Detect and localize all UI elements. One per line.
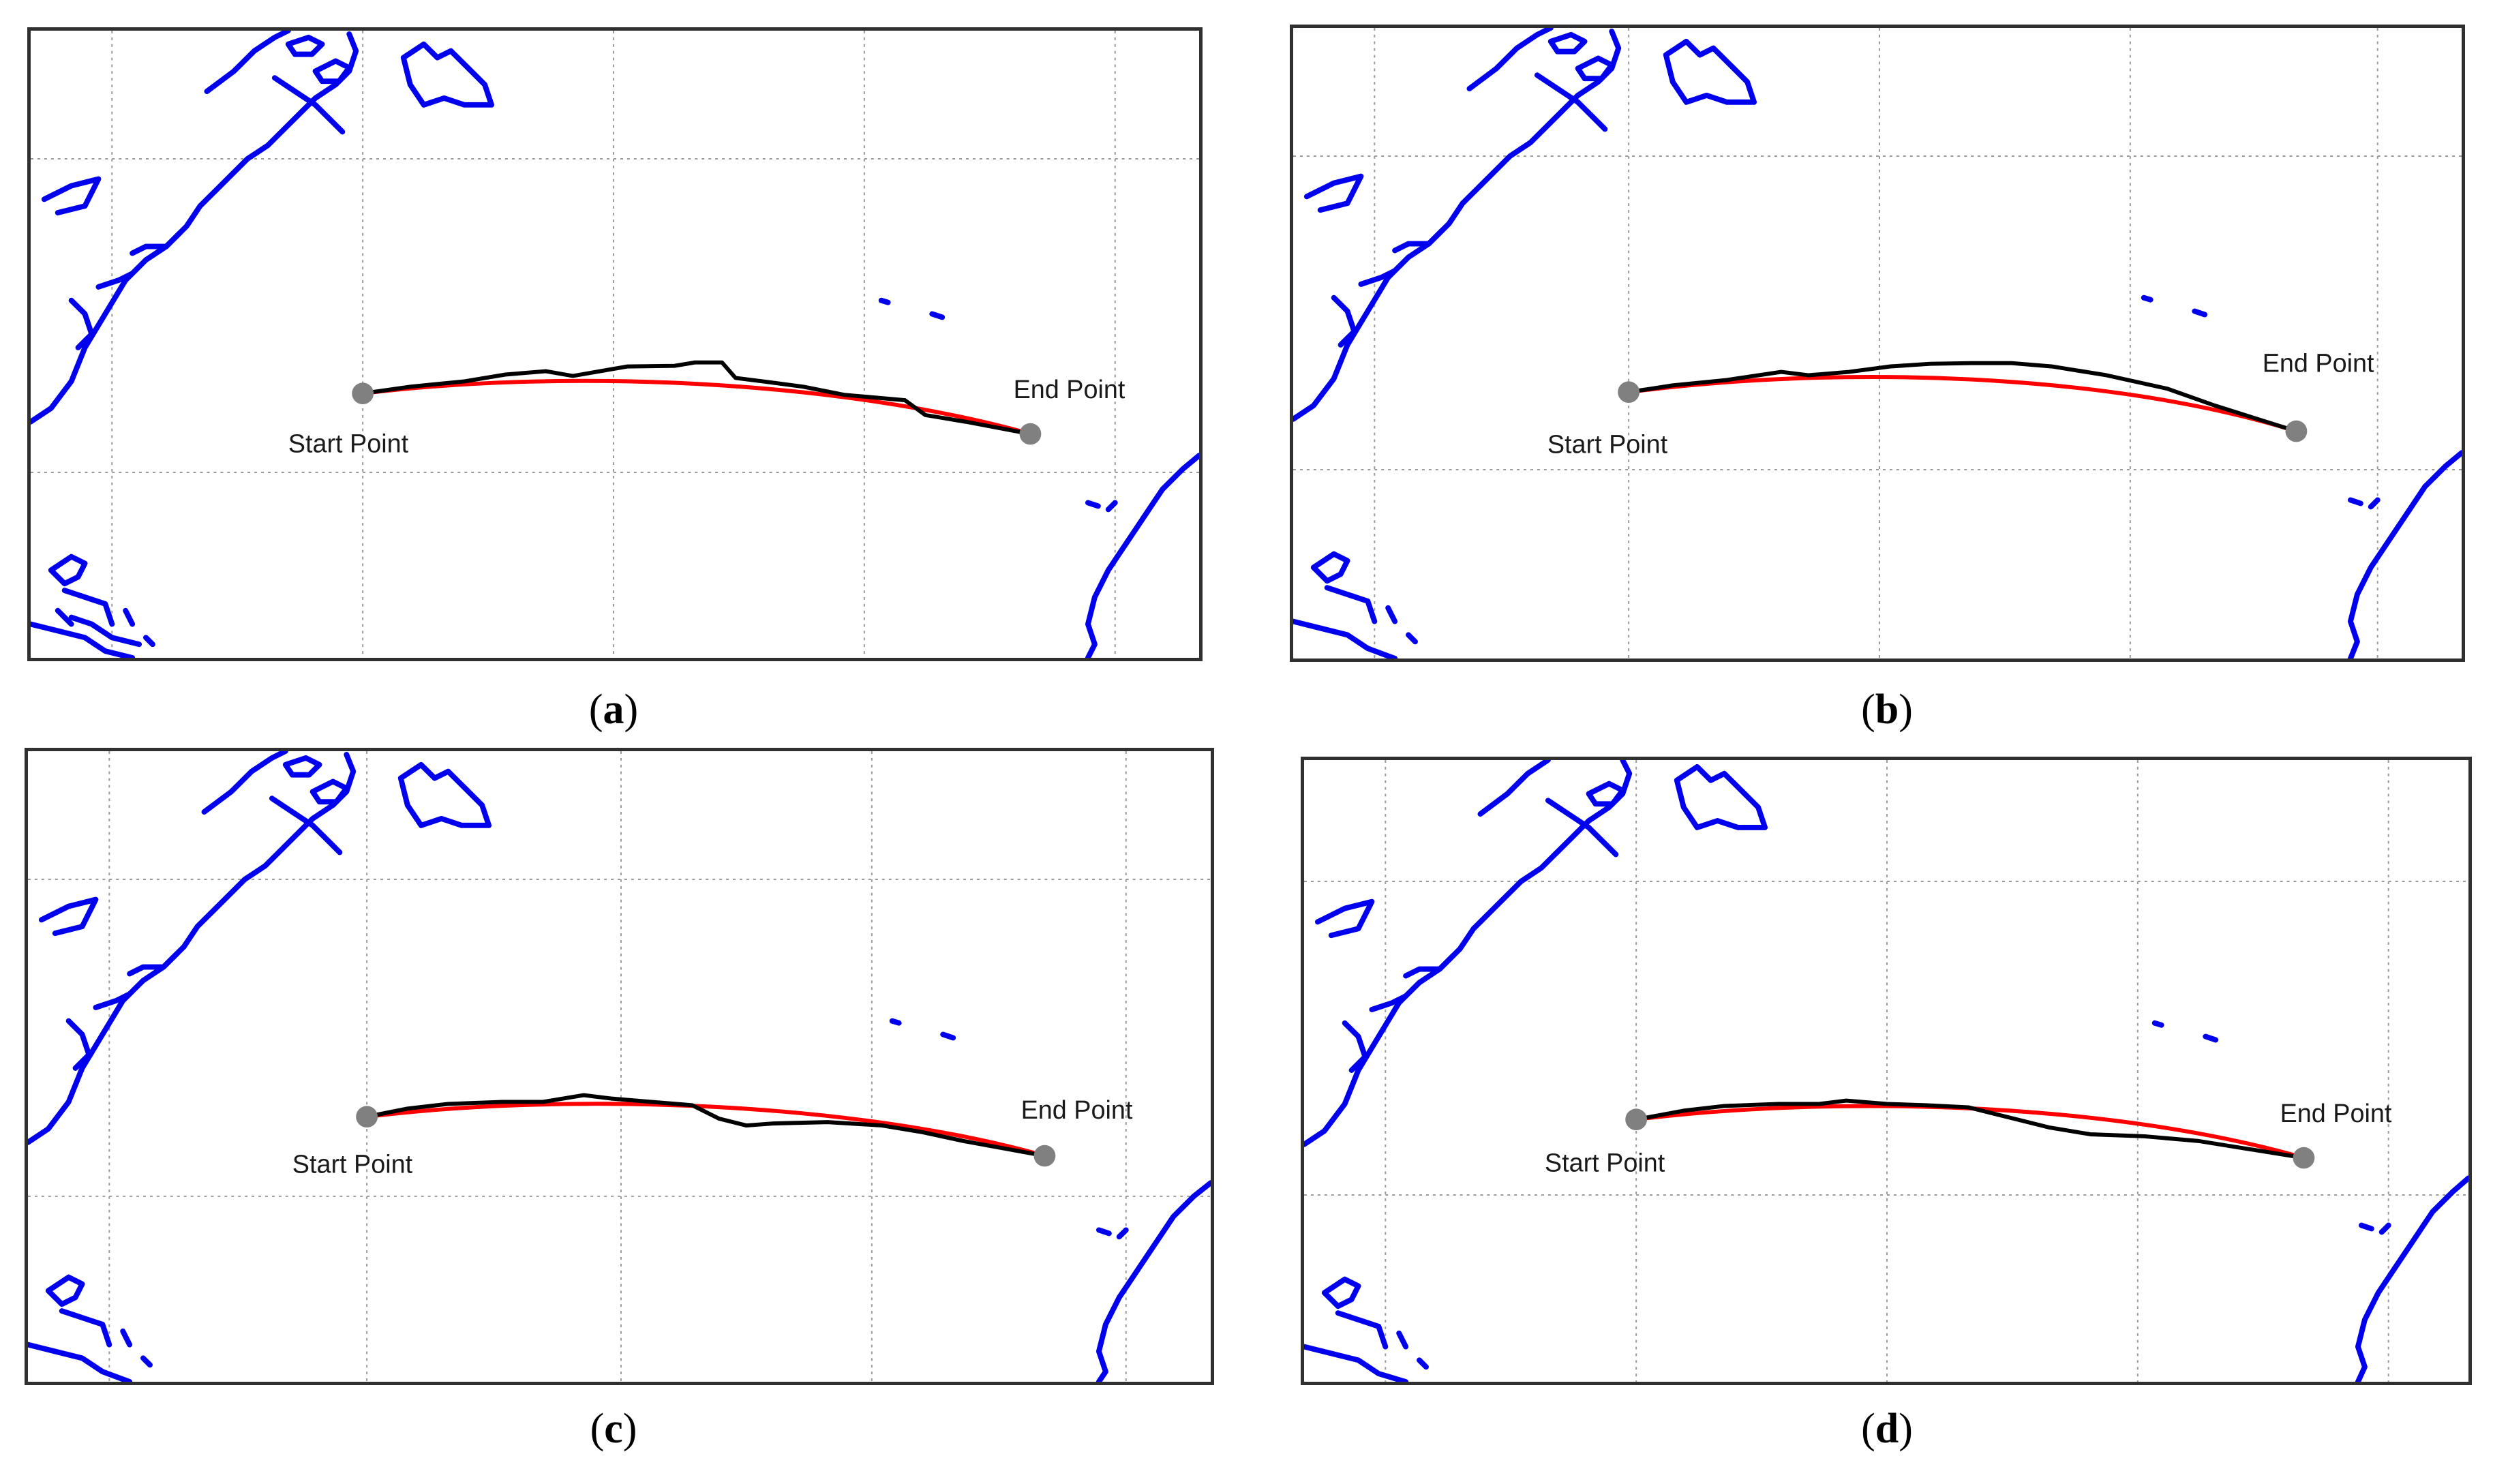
planned-route	[366, 1102, 1046, 1158]
coastline	[31, 31, 1199, 658]
planned-route	[1635, 1104, 2305, 1160]
end-point-marker	[2293, 1147, 2315, 1169]
graticule	[1293, 28, 2462, 658]
end-point-label: End Point	[1021, 1095, 1133, 1124]
end-point-label: End Point	[2280, 1099, 2392, 1127]
actual-track	[366, 1093, 1045, 1158]
end-point-label: End Point	[2263, 349, 2374, 378]
caption-b: (b)	[1861, 686, 1913, 733]
coastline	[1293, 28, 2462, 658]
end-point-label: End Point	[1014, 375, 1125, 404]
start-point-label: Start Point	[1545, 1148, 1665, 1177]
end-point-marker	[2285, 420, 2308, 442]
start-point-label: Start Point	[288, 429, 409, 457]
coastline	[28, 751, 1211, 1382]
end-point-marker	[1033, 1145, 1056, 1167]
end-point-marker	[1019, 423, 1042, 445]
start-point-marker	[352, 382, 374, 405]
map-canvas: Start Point End Point	[28, 751, 1211, 1382]
start-point-marker	[356, 1106, 378, 1128]
planned-route	[1628, 375, 2297, 434]
start-point-marker	[1625, 1108, 1648, 1131]
start-point-label: Start Point	[1547, 429, 1668, 458]
actual-track	[1628, 361, 2297, 434]
actual-track	[362, 360, 1031, 436]
start-point-marker	[1618, 381, 1640, 404]
map-panel-a: Start Point End Point	[27, 27, 1203, 661]
caption-d: (d)	[1861, 1406, 1913, 1452]
caption-a: (a)	[588, 686, 639, 733]
map-panel-b: Start Point End Point	[1290, 25, 2465, 662]
graticule	[28, 751, 1211, 1382]
map-panel-d: Start Point End Point	[1301, 757, 2472, 1385]
actual-track	[1635, 1098, 2304, 1160]
graticule	[31, 31, 1199, 658]
caption-c: (c)	[590, 1406, 637, 1452]
start-point-label: Start Point	[292, 1149, 413, 1178]
map-canvas: Start Point End Point	[1293, 28, 2462, 658]
map-panel-c: Start Point End Point	[25, 748, 1214, 1385]
coastline	[1304, 760, 2468, 1382]
map-canvas: Start Point End Point	[1304, 760, 2468, 1382]
graticule	[1304, 760, 2468, 1382]
planned-route	[362, 378, 1031, 436]
map-canvas: Start Point End Point	[31, 31, 1199, 658]
